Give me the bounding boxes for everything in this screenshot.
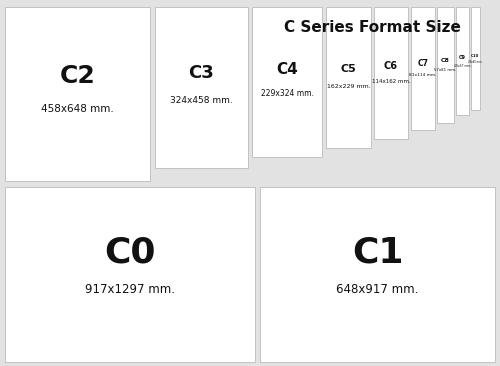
Bar <box>456 7 468 115</box>
Text: 114x162 mm.: 114x162 mm. <box>372 79 410 84</box>
Text: C8: C8 <box>441 58 450 63</box>
Bar <box>5 187 255 362</box>
Text: 162x229 mm.: 162x229 mm. <box>326 85 370 89</box>
Bar <box>155 7 248 168</box>
Text: C6: C6 <box>384 61 398 71</box>
Text: C10: C10 <box>471 54 479 57</box>
Text: C0: C0 <box>104 236 156 269</box>
Bar <box>374 7 408 139</box>
Text: 57x81 mm.: 57x81 mm. <box>434 68 456 72</box>
Text: C3: C3 <box>188 64 214 82</box>
Text: 81x114 mm.: 81x114 mm. <box>409 73 436 77</box>
Bar <box>252 7 322 157</box>
Text: C7: C7 <box>417 59 428 68</box>
Text: C2: C2 <box>60 64 96 88</box>
Text: C9: C9 <box>459 55 466 60</box>
Text: C4: C4 <box>276 62 298 77</box>
Text: 648x917 mm.: 648x917 mm. <box>336 283 418 296</box>
Text: 458x648 mm.: 458x648 mm. <box>41 104 114 114</box>
Text: 229x324 mm.: 229x324 mm. <box>260 89 314 98</box>
Text: C1: C1 <box>352 236 403 269</box>
Bar <box>326 7 371 148</box>
Bar <box>437 7 454 123</box>
Text: C5: C5 <box>340 64 356 74</box>
Text: 28x40 mm.: 28x40 mm. <box>468 60 482 64</box>
Bar <box>5 7 150 181</box>
Bar <box>411 7 434 130</box>
Bar <box>260 187 495 362</box>
Bar <box>470 7 480 110</box>
Text: 324x458 mm.: 324x458 mm. <box>170 96 232 105</box>
Text: 40x57 mm.: 40x57 mm. <box>454 64 471 68</box>
Text: C Series Format Size: C Series Format Size <box>284 20 461 35</box>
Text: 917x1297 mm.: 917x1297 mm. <box>85 283 175 296</box>
